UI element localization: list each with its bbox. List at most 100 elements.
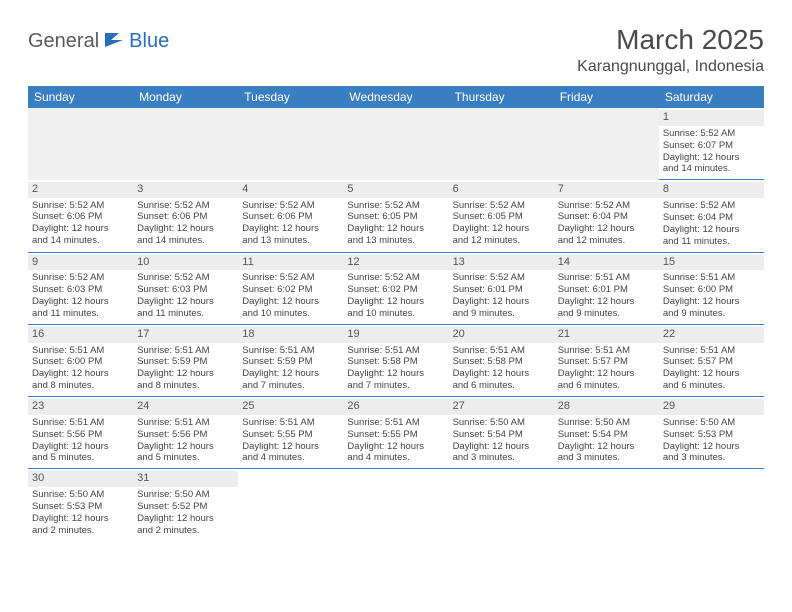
sunset-text: Sunset: 6:04 PM bbox=[663, 212, 760, 224]
calendar-cell: 7Sunrise: 5:52 AMSunset: 6:04 PMDaylight… bbox=[554, 180, 659, 252]
daylight-text: and 6 minutes. bbox=[558, 380, 655, 392]
weekday-header: Sunday bbox=[28, 86, 133, 108]
daylight-text: Daylight: 12 hours bbox=[663, 441, 760, 453]
calendar-cell: 6 Sunrise: 5:52 AMSunset: 6:05 PMDaylight… bbox=[449, 180, 554, 252]
daylight-text: Daylight: 12 hours bbox=[347, 368, 444, 380]
calendar-row: 9Sunrise: 5:52 AMSunset: 6:03 PMDaylight… bbox=[28, 252, 764, 324]
day-number: 23 bbox=[28, 399, 133, 415]
daylight-text: Daylight: 12 hours bbox=[347, 441, 444, 453]
daylight-text: Daylight: 12 hours bbox=[242, 296, 339, 308]
calendar-cell: 28Sunrise: 5:50 AMSunset: 5:54 PMDayligh… bbox=[554, 397, 659, 469]
day-number: 24 bbox=[133, 399, 238, 415]
sunrise-text: Sunrise: 5:52 AM bbox=[347, 272, 444, 284]
day-number: 15 bbox=[659, 255, 764, 271]
daylight-text: and 12 minutes. bbox=[453, 235, 550, 247]
sunset-text: Sunset: 6:00 PM bbox=[663, 284, 760, 296]
daylight-text: and 9 minutes. bbox=[663, 308, 760, 320]
logo-text-blue: Blue bbox=[129, 30, 169, 53]
daylight-text: Daylight: 12 hours bbox=[347, 223, 444, 235]
daylight-text: and 7 minutes. bbox=[242, 380, 339, 392]
sunrise-text: Sunrise: 5:50 AM bbox=[453, 417, 550, 429]
sunset-text: Sunset: 5:56 PM bbox=[137, 429, 234, 441]
daylight-text: Daylight: 12 hours bbox=[347, 296, 444, 308]
sunrise-text: Sunrise: 5:52 AM bbox=[137, 272, 234, 284]
calendar-row: 23Sunrise: 5:51 AMSunset: 5:56 PMDayligh… bbox=[28, 397, 764, 469]
sunset-text: Sunset: 5:58 PM bbox=[347, 356, 444, 368]
sunrise-text: Sunrise: 5:52 AM bbox=[242, 200, 339, 212]
daylight-text: and 5 minutes. bbox=[32, 452, 129, 464]
sunset-text: Sunset: 5:58 PM bbox=[453, 356, 550, 368]
daylight-text: and 11 minutes. bbox=[663, 236, 760, 248]
sunset-text: Sunset: 6:06 PM bbox=[137, 211, 234, 223]
calendar-cell: 31Sunrise: 5:50 AMSunset: 5:52 PMDayligh… bbox=[133, 469, 238, 541]
sunset-text: Sunset: 6:06 PM bbox=[32, 211, 129, 223]
calendar-cell: 23Sunrise: 5:51 AMSunset: 5:56 PMDayligh… bbox=[28, 397, 133, 469]
daylight-text: and 3 minutes. bbox=[558, 452, 655, 464]
sunrise-text: Sunrise: 5:50 AM bbox=[558, 417, 655, 429]
day-number: 20 bbox=[449, 327, 554, 343]
sunrise-text: Sunrise: 5:51 AM bbox=[453, 345, 550, 357]
sunrise-text: Sunrise: 5:51 AM bbox=[242, 345, 339, 357]
daylight-text: Daylight: 12 hours bbox=[663, 152, 760, 164]
day-number: 2 bbox=[28, 182, 133, 198]
sunrise-text: Sunrise: 5:52 AM bbox=[663, 200, 760, 212]
location: Karangnunggal, Indonesia bbox=[577, 58, 764, 76]
calendar-cell: 16Sunrise: 5:51 AMSunset: 6:00 PMDayligh… bbox=[28, 324, 133, 396]
daylight-text: and 13 minutes. bbox=[242, 235, 339, 247]
sunrise-text: Sunrise: 5:52 AM bbox=[453, 200, 550, 212]
daylight-text: Daylight: 12 hours bbox=[137, 368, 234, 380]
weekday-header: Thursday bbox=[449, 86, 554, 108]
daylight-text: and 14 minutes. bbox=[137, 235, 234, 247]
calendar-cell: 17Sunrise: 5:51 AMSunset: 5:59 PMDayligh… bbox=[133, 324, 238, 396]
daylight-text: Daylight: 12 hours bbox=[32, 223, 129, 235]
day-number: 6 bbox=[449, 182, 554, 198]
sunset-text: Sunset: 6:01 PM bbox=[453, 284, 550, 296]
day-number: 16 bbox=[28, 327, 133, 343]
calendar-body: 1Sunrise: 5:52 AMSunset: 6:07 PMDaylight… bbox=[28, 108, 764, 541]
daylight-text: Daylight: 12 hours bbox=[453, 223, 550, 235]
daylight-text: and 11 minutes. bbox=[137, 308, 234, 320]
calendar-cell-empty bbox=[238, 469, 343, 541]
day-number: 11 bbox=[238, 255, 343, 271]
calendar-cell: 11Sunrise: 5:52 AMSunset: 6:02 PMDayligh… bbox=[238, 252, 343, 324]
sunset-text: Sunset: 5:54 PM bbox=[453, 429, 550, 441]
daylight-text: and 9 minutes. bbox=[453, 308, 550, 320]
header: General Blue March 2025 Karangnunggal, I… bbox=[28, 24, 764, 76]
daylight-text: and 10 minutes. bbox=[242, 308, 339, 320]
calendar-cell: 5Sunrise: 5:52 AMSunset: 6:05 PMDaylight… bbox=[343, 180, 448, 252]
daylight-text: Daylight: 12 hours bbox=[558, 223, 655, 235]
sunset-text: Sunset: 5:55 PM bbox=[347, 429, 444, 441]
calendar-cell: 19Sunrise: 5:51 AMSunset: 5:58 PMDayligh… bbox=[343, 324, 448, 396]
sunrise-text: Sunrise: 5:50 AM bbox=[663, 417, 760, 429]
day-number: 26 bbox=[343, 399, 448, 415]
calendar-cell-empty bbox=[28, 108, 133, 180]
calendar-cell-empty bbox=[343, 469, 448, 541]
daylight-text: and 6 minutes. bbox=[663, 380, 760, 392]
daylight-text: and 8 minutes. bbox=[32, 380, 129, 392]
sunset-text: Sunset: 6:03 PM bbox=[32, 284, 129, 296]
calendar-cell-empty bbox=[343, 108, 448, 180]
calendar-header: SundayMondayTuesdayWednesdayThursdayFrid… bbox=[28, 86, 764, 108]
daylight-text: and 12 minutes. bbox=[558, 235, 655, 247]
calendar-row: 16Sunrise: 5:51 AMSunset: 6:00 PMDayligh… bbox=[28, 324, 764, 396]
daylight-text: Daylight: 12 hours bbox=[32, 368, 129, 380]
daylight-text: and 4 minutes. bbox=[242, 452, 339, 464]
daylight-text: and 10 minutes. bbox=[347, 308, 444, 320]
calendar-cell: 12Sunrise: 5:52 AMSunset: 6:02 PMDayligh… bbox=[343, 252, 448, 324]
daylight-text: Daylight: 12 hours bbox=[32, 513, 129, 525]
day-number: 30 bbox=[28, 471, 133, 487]
calendar-cell-empty bbox=[554, 108, 659, 180]
day-number: 21 bbox=[554, 327, 659, 343]
sunset-text: Sunset: 6:05 PM bbox=[453, 211, 550, 223]
day-number: 29 bbox=[659, 399, 764, 415]
sunrise-text: Sunrise: 5:52 AM bbox=[137, 200, 234, 212]
sunrise-text: Sunrise: 5:51 AM bbox=[32, 345, 129, 357]
calendar-row: 1Sunrise: 5:52 AMSunset: 6:07 PMDaylight… bbox=[28, 108, 764, 180]
page-title: March 2025 bbox=[577, 24, 764, 56]
sunset-text: Sunset: 5:54 PM bbox=[558, 429, 655, 441]
calendar-cell: 29Sunrise: 5:50 AMSunset: 5:53 PMDayligh… bbox=[659, 397, 764, 469]
daylight-text: Daylight: 12 hours bbox=[32, 441, 129, 453]
sunset-text: Sunset: 5:53 PM bbox=[32, 501, 129, 513]
daylight-text: Daylight: 12 hours bbox=[453, 368, 550, 380]
sunrise-text: Sunrise: 5:52 AM bbox=[453, 272, 550, 284]
